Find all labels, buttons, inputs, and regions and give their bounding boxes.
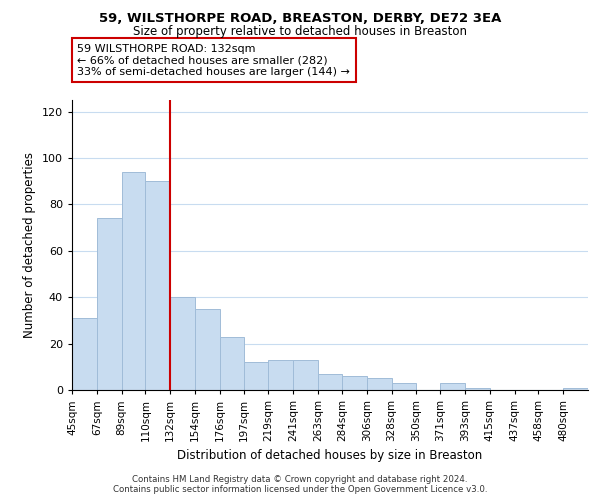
Bar [122, 172, 145, 390]
X-axis label: Distribution of detached houses by size in Breaston: Distribution of detached houses by size … [178, 450, 482, 462]
Text: Contains HM Land Registry data © Crown copyright and database right 2024.
Contai: Contains HM Land Registry data © Crown c… [113, 474, 487, 494]
Bar [244, 362, 268, 390]
Bar [170, 297, 195, 390]
Text: 59 WILSTHORPE ROAD: 132sqm
← 66% of detached houses are smaller (282)
33% of sem: 59 WILSTHORPE ROAD: 132sqm ← 66% of deta… [77, 44, 350, 77]
Bar [465, 388, 490, 390]
Bar [220, 336, 244, 390]
Bar [268, 360, 293, 390]
Text: 59, WILSTHORPE ROAD, BREASTON, DERBY, DE72 3EA: 59, WILSTHORPE ROAD, BREASTON, DERBY, DE… [99, 12, 501, 26]
Bar [195, 309, 220, 390]
Bar [392, 383, 416, 390]
Bar [342, 376, 367, 390]
Text: Size of property relative to detached houses in Breaston: Size of property relative to detached ho… [133, 25, 467, 38]
Bar [145, 181, 170, 390]
Bar [293, 360, 318, 390]
Bar [563, 388, 588, 390]
Bar [72, 318, 97, 390]
Bar [367, 378, 392, 390]
Bar [318, 374, 342, 390]
Y-axis label: Number of detached properties: Number of detached properties [23, 152, 36, 338]
Bar [440, 383, 465, 390]
Bar [97, 218, 122, 390]
